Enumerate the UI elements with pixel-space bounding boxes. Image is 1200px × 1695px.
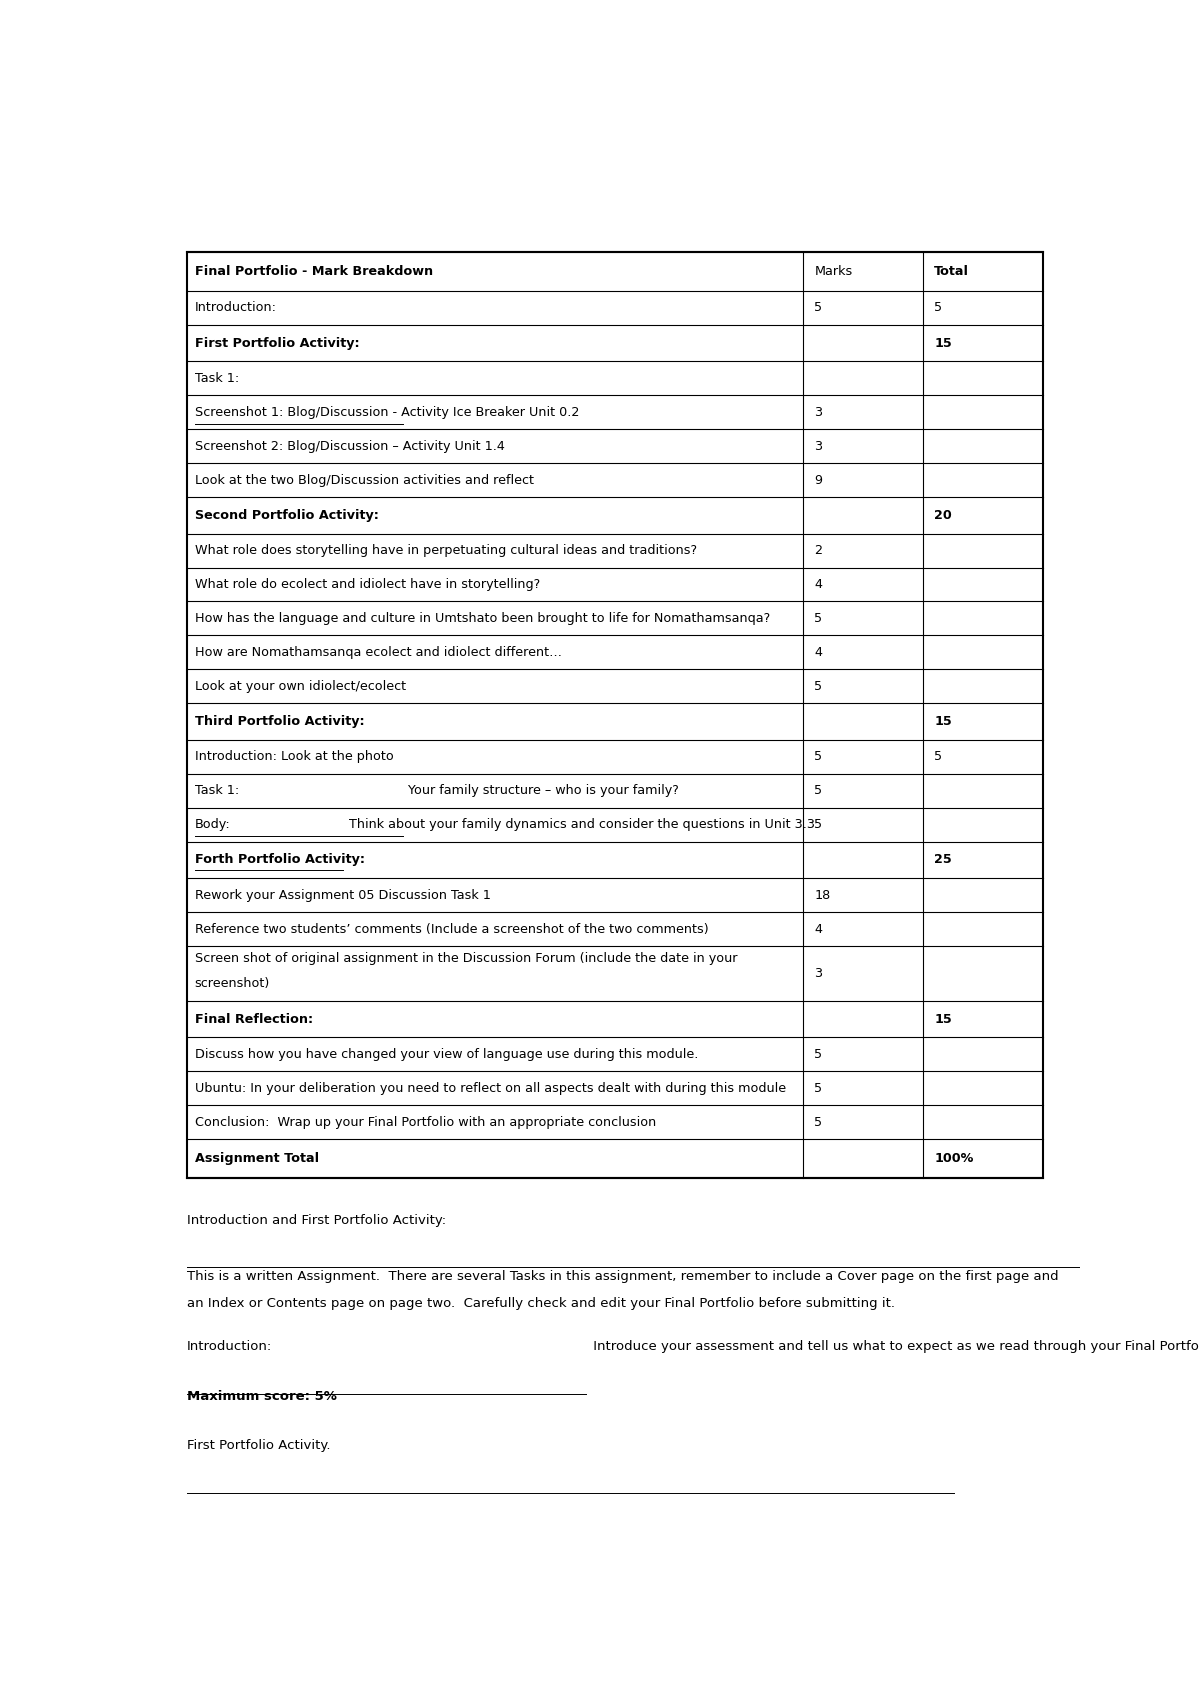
Text: Marks: Marks [815,264,853,278]
Text: 5: 5 [815,680,822,693]
Text: 5: 5 [934,302,942,314]
Text: 5: 5 [815,751,822,763]
Text: Final Portfolio - Mark Breakdown: Final Portfolio - Mark Breakdown [194,264,433,278]
Text: 4: 4 [815,578,822,592]
Text: 5: 5 [815,302,822,314]
Text: Screenshot 2: Blog/Discussion – Activity Unit 1.4: Screenshot 2: Blog/Discussion – Activity… [194,439,504,453]
Text: 5: 5 [815,819,822,831]
Text: Look at the two Blog/Discussion activities and reflect: Look at the two Blog/Discussion activiti… [194,473,534,486]
Text: 5: 5 [815,785,822,797]
Text: Introduction and First Portfolio Activity:: Introduction and First Portfolio Activit… [187,1214,446,1227]
Text: 9: 9 [815,473,822,486]
Text: Task 1:: Task 1: [194,371,239,385]
Text: 18: 18 [815,888,830,902]
Text: 5: 5 [815,612,822,625]
Text: Ubuntu: In your deliberation you need to reflect on all aspects dealt with durin: Ubuntu: In your deliberation you need to… [194,1081,786,1095]
Text: Conclusion:  Wrap up your Final Portfolio with an appropriate conclusion: Conclusion: Wrap up your Final Portfolio… [194,1115,656,1129]
Text: 25: 25 [934,853,952,866]
Text: 5: 5 [815,1081,822,1095]
Text: 100%: 100% [934,1153,973,1164]
Text: 15: 15 [934,1012,952,1025]
Text: What role does storytelling have in perpetuating cultural ideas and traditions?: What role does storytelling have in perp… [194,544,697,558]
Text: Introduction:: Introduction: [187,1341,272,1353]
Text: 4: 4 [815,922,822,936]
Text: screenshot): screenshot) [194,976,270,990]
Text: Look at your own idiolect/ecolect: Look at your own idiolect/ecolect [194,680,406,693]
Text: 3: 3 [815,439,822,453]
Text: How are Nomathamsanqa ecolect and idiolect different…: How are Nomathamsanqa ecolect and idiole… [194,646,562,659]
Text: 15: 15 [934,715,952,729]
Text: Discuss how you have changed your view of language use during this module.: Discuss how you have changed your view o… [194,1048,698,1061]
Text: 15: 15 [934,337,952,349]
Text: Introduce your assessment and tell us what to expect as we read through your Fin: Introduce your assessment and tell us wh… [589,1341,1200,1353]
Text: 20: 20 [934,508,952,522]
Text: Introduction: Look at the photo: Introduction: Look at the photo [194,751,394,763]
Text: Task 1:: Task 1: [194,785,239,797]
Text: Forth Portfolio Activity:: Forth Portfolio Activity: [194,853,365,866]
Text: First Portfolio Activity:: First Portfolio Activity: [194,337,359,349]
Text: 5: 5 [815,1115,822,1129]
Text: Body:: Body: [194,819,230,831]
Text: Total: Total [934,264,970,278]
Text: Maximum score: 5%: Maximum score: 5% [187,1390,337,1403]
Text: This is a written Assignment.  There are several Tasks in this assignment, remem: This is a written Assignment. There are … [187,1270,1058,1283]
Bar [187,251,1043,1178]
Text: an Index or Contents page on page two.  Carefully check and edit your Final Port: an Index or Contents page on page two. C… [187,1297,895,1310]
Text: Reference two students’ comments (Include a screenshot of the two comments): Reference two students’ comments (Includ… [194,922,708,936]
Text: Third Portfolio Activity:: Third Portfolio Activity: [194,715,365,729]
Text: 4: 4 [815,646,822,659]
Text: How has the language and culture in Umtshato been brought to life for Nomathamsa: How has the language and culture in Umts… [194,612,770,625]
Text: Rework your Assignment 05 Discussion Task 1: Rework your Assignment 05 Discussion Tas… [194,888,491,902]
Text: Final Reflection:: Final Reflection: [194,1012,313,1025]
Text: Second Portfolio Activity:: Second Portfolio Activity: [194,508,378,522]
Text: Your family structure – who is your family?: Your family structure – who is your fami… [404,785,679,797]
Text: 5: 5 [815,1048,822,1061]
Text: 5: 5 [934,751,942,763]
Text: First Portfolio Activity.: First Portfolio Activity. [187,1439,331,1453]
Text: 3: 3 [815,966,822,980]
Text: Screenshot 1: Blog/Discussion - Activity Ice Breaker Unit 0.2: Screenshot 1: Blog/Discussion - Activity… [194,405,580,419]
Text: Introduction:: Introduction: [194,302,277,314]
Text: Assignment Total: Assignment Total [194,1153,319,1164]
Text: Screen shot of original assignment in the Discussion Forum (include the date in : Screen shot of original assignment in th… [194,951,737,964]
Text: 3: 3 [815,405,822,419]
Text: Think about your family dynamics and consider the questions in Unit 3.3:: Think about your family dynamics and con… [346,819,820,831]
Text: 2: 2 [815,544,822,558]
Text: What role do ecolect and idiolect have in storytelling?: What role do ecolect and idiolect have i… [194,578,540,592]
